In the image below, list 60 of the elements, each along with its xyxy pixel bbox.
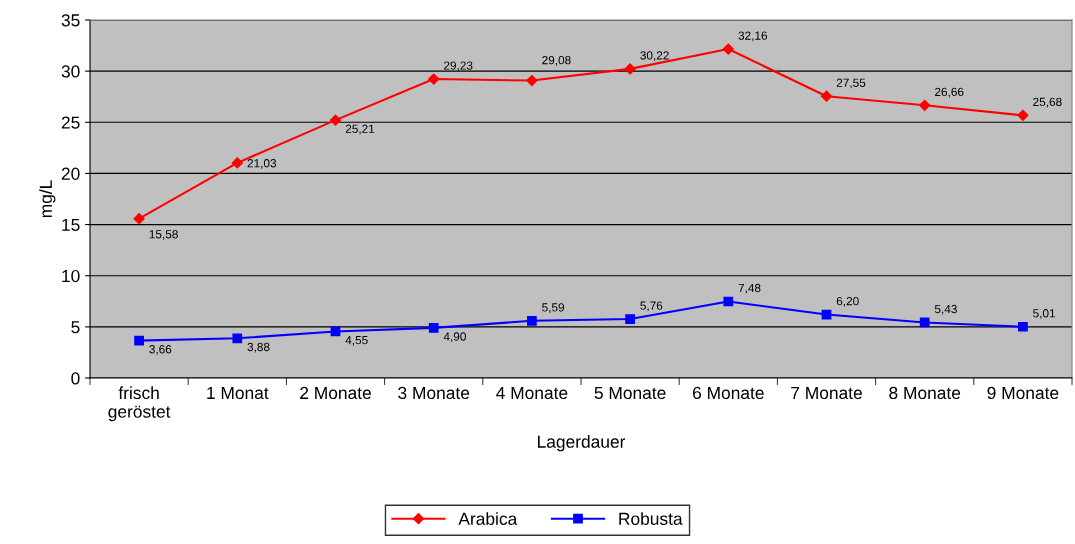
x-tick-label: 6 Monate bbox=[692, 386, 764, 400]
point bbox=[625, 314, 635, 324]
y-tick-label: 30 bbox=[61, 65, 80, 78]
data-label: 6,20 bbox=[836, 296, 859, 307]
x-tick-label: 8 Monate bbox=[889, 386, 961, 400]
point bbox=[919, 317, 930, 328]
x-axis-title: Lagerdauer bbox=[538, 435, 626, 452]
x-tick-label: 4 Monate bbox=[496, 386, 568, 400]
data-label: 27,55 bbox=[836, 78, 866, 89]
point bbox=[820, 90, 833, 102]
data-label: 5,01 bbox=[1033, 309, 1056, 319]
y-tick-label: 10 bbox=[62, 269, 80, 283]
data-label: 4,55 bbox=[345, 336, 368, 346]
point bbox=[1018, 321, 1028, 332]
point bbox=[428, 73, 440, 85]
point bbox=[919, 99, 931, 111]
data-label: 30,22 bbox=[640, 51, 669, 62]
x-tick-label: frisch geröstet bbox=[108, 386, 171, 422]
data-label: 29,08 bbox=[542, 55, 571, 66]
point bbox=[329, 114, 342, 126]
y-tick-label: 15 bbox=[62, 218, 80, 232]
legend-label: Robusta bbox=[619, 512, 683, 525]
data-label: 25,21 bbox=[345, 124, 375, 135]
data-label: 7,48 bbox=[738, 283, 761, 294]
y-axis-title: mg/L bbox=[39, 180, 56, 218]
data-label: 15,58 bbox=[149, 230, 178, 240]
point bbox=[231, 157, 243, 169]
data-label: 26,66 bbox=[935, 87, 964, 98]
data-label: 5,59 bbox=[542, 303, 565, 313]
y-tick-label: 20 bbox=[61, 167, 80, 180]
x-tick-label: 3 Monate bbox=[398, 386, 470, 400]
point bbox=[722, 43, 734, 55]
point bbox=[133, 213, 145, 225]
data-label: 21,03 bbox=[247, 159, 277, 169]
point bbox=[428, 323, 439, 333]
point bbox=[1017, 109, 1029, 121]
data-label: 3,66 bbox=[149, 345, 172, 355]
data-label: 4,90 bbox=[443, 332, 466, 343]
x-tick-label: 5 Monate bbox=[594, 386, 666, 400]
y-tick-label: 0 bbox=[71, 372, 80, 385]
data-label: 29,23 bbox=[444, 61, 473, 72]
legend-label: Arabica bbox=[458, 512, 518, 525]
y-tick-label: 35 bbox=[61, 14, 80, 27]
point bbox=[527, 315, 537, 326]
y-tick-label: 25 bbox=[61, 116, 80, 129]
data-label: 5,43 bbox=[934, 304, 957, 315]
point bbox=[723, 296, 734, 307]
point bbox=[134, 335, 144, 346]
point bbox=[526, 74, 538, 87]
y-tick-label: 5 bbox=[71, 321, 80, 334]
point bbox=[232, 333, 243, 344]
data-label: 5,76 bbox=[640, 301, 663, 312]
data-label: 32,16 bbox=[738, 31, 768, 42]
x-tick-label: 7 Monate bbox=[791, 386, 862, 400]
x-tick-label: 2 Monate bbox=[300, 386, 371, 400]
point bbox=[624, 63, 636, 75]
x-tick-label: 9 Monate bbox=[987, 386, 1059, 400]
data-label: 25,68 bbox=[1033, 97, 1062, 108]
x-tick-label: 1 Monat bbox=[207, 386, 269, 400]
data-label: 3,88 bbox=[247, 342, 270, 353]
